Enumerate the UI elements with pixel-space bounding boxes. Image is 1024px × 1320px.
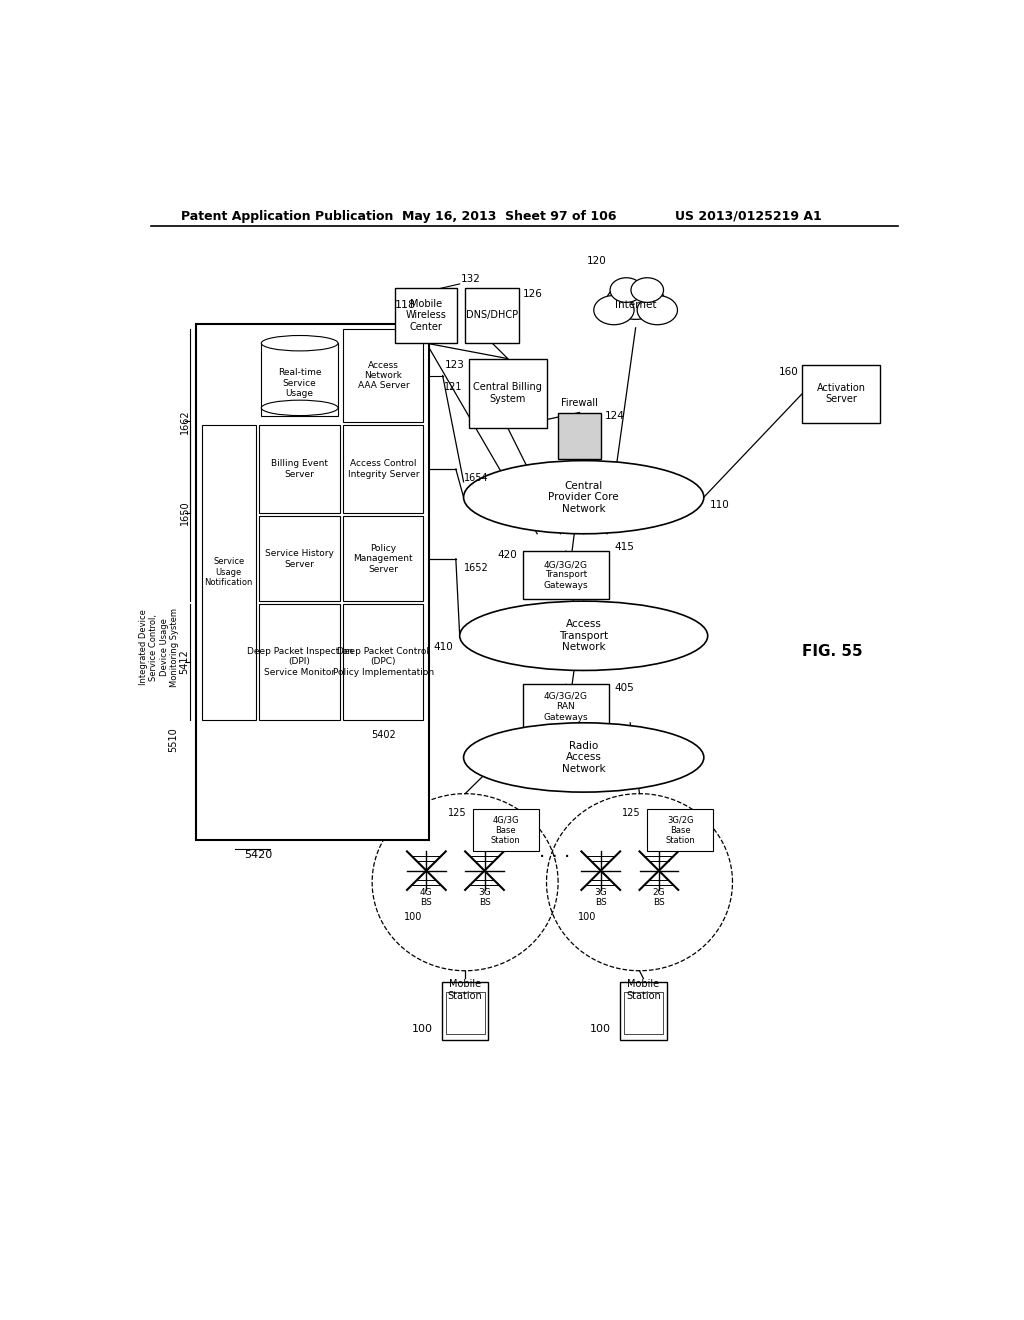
Ellipse shape xyxy=(261,335,338,351)
Text: 405: 405 xyxy=(614,684,635,693)
Text: Integrated Device
Service Control,
Device Usage
Monitoring System: Integrated Device Service Control, Devic… xyxy=(139,607,179,686)
Text: 4G/3G/2G
Transport
Gateways: 4G/3G/2G Transport Gateways xyxy=(544,560,588,590)
Text: 5402: 5402 xyxy=(371,730,395,741)
Text: 110: 110 xyxy=(710,500,730,510)
Bar xyxy=(558,412,601,459)
Text: 2G
BS: 2G BS xyxy=(652,888,666,907)
Text: 4G
BS: 4G BS xyxy=(420,888,433,907)
Text: 1650: 1650 xyxy=(179,500,189,525)
Ellipse shape xyxy=(464,723,703,792)
Ellipse shape xyxy=(637,296,678,325)
Text: 124: 124 xyxy=(604,412,625,421)
Bar xyxy=(442,982,488,1040)
Text: 125: 125 xyxy=(623,808,641,818)
Ellipse shape xyxy=(460,601,708,671)
Text: Mobile
Station: Mobile Station xyxy=(626,979,660,1001)
Bar xyxy=(624,991,663,1034)
Text: 1662: 1662 xyxy=(179,409,189,434)
Text: Central
Provider Core
Network: Central Provider Core Network xyxy=(549,480,620,513)
Text: Service History
Server: Service History Server xyxy=(265,549,334,569)
Bar xyxy=(395,288,458,343)
Text: 1652: 1652 xyxy=(464,564,488,573)
Text: 1654: 1654 xyxy=(464,474,488,483)
Bar xyxy=(259,425,340,513)
Bar xyxy=(473,809,539,851)
Text: Firewall: Firewall xyxy=(561,399,598,408)
Bar xyxy=(469,359,547,428)
Bar xyxy=(202,425,256,719)
Ellipse shape xyxy=(261,400,338,416)
Text: DNS/DHCP: DNS/DHCP xyxy=(466,310,518,321)
Text: Billing Event
Server: Billing Event Server xyxy=(271,459,328,479)
Text: Deep Packet Control
(DPC)
Policy Implementation: Deep Packet Control (DPC) Policy Impleme… xyxy=(333,647,434,677)
Text: . . .: . . . xyxy=(539,842,570,861)
Text: 132: 132 xyxy=(461,273,481,284)
Text: Activation
Server: Activation Server xyxy=(816,383,865,404)
Text: Access Control
Integrity Server: Access Control Integrity Server xyxy=(347,459,419,479)
Bar xyxy=(259,605,340,719)
Bar xyxy=(523,552,608,599)
Text: Mobile
Station: Mobile Station xyxy=(447,979,482,1001)
Ellipse shape xyxy=(594,296,634,325)
Bar xyxy=(802,364,880,422)
Bar xyxy=(647,809,713,851)
Text: 415: 415 xyxy=(614,543,635,552)
Text: 4G/3G/2G
RAN
Gateways: 4G/3G/2G RAN Gateways xyxy=(544,692,588,722)
Text: 420: 420 xyxy=(498,550,517,560)
Text: May 16, 2013  Sheet 97 of 106: May 16, 2013 Sheet 97 of 106 xyxy=(402,210,616,223)
Text: 3G/2G
Base
Station: 3G/2G Base Station xyxy=(666,816,695,845)
Text: Real-time
Service
Usage: Real-time Service Usage xyxy=(278,368,322,399)
Ellipse shape xyxy=(631,277,664,302)
Bar xyxy=(343,425,423,513)
Text: 5420: 5420 xyxy=(244,850,272,861)
Bar xyxy=(261,343,338,416)
Text: 100: 100 xyxy=(579,912,597,921)
Text: 160: 160 xyxy=(778,367,799,378)
Text: 5412: 5412 xyxy=(179,649,189,675)
Text: 121: 121 xyxy=(444,381,463,392)
Text: Patent Application Publication: Patent Application Publication xyxy=(180,210,393,223)
Text: 126: 126 xyxy=(523,289,543,298)
Bar xyxy=(445,991,484,1034)
Ellipse shape xyxy=(464,461,703,533)
Text: 100: 100 xyxy=(590,1023,611,1034)
Text: Central Billing
System: Central Billing System xyxy=(473,383,542,404)
Bar xyxy=(343,516,423,601)
Text: Policy
Management
Server: Policy Management Server xyxy=(353,544,413,574)
Text: Service
Usage
Notification: Service Usage Notification xyxy=(205,557,253,587)
Ellipse shape xyxy=(606,282,665,319)
Text: 3G
BS: 3G BS xyxy=(594,888,607,907)
Text: 123: 123 xyxy=(445,360,465,370)
Bar xyxy=(343,605,423,719)
Bar xyxy=(621,982,667,1040)
Text: Mobile
Wireless
Center: Mobile Wireless Center xyxy=(406,298,446,333)
Text: Access
Transport
Network: Access Transport Network xyxy=(559,619,608,652)
Text: FIG. 55: FIG. 55 xyxy=(802,644,863,659)
Ellipse shape xyxy=(610,277,643,302)
Text: Deep Packet Inspection
(DPI)
Service Monitor: Deep Packet Inspection (DPI) Service Mon… xyxy=(247,647,352,677)
Bar xyxy=(259,516,340,601)
Text: 100: 100 xyxy=(412,1023,433,1034)
Text: Access
Network
AAA Server: Access Network AAA Server xyxy=(357,360,410,391)
Text: 4G/3G
Base
Station: 4G/3G Base Station xyxy=(490,816,520,845)
Text: 125: 125 xyxy=(449,808,467,818)
Text: 120: 120 xyxy=(587,256,607,265)
Text: 118: 118 xyxy=(395,300,416,310)
Bar xyxy=(523,684,608,729)
Text: Radio
Access
Network: Radio Access Network xyxy=(562,741,605,774)
Bar xyxy=(343,330,423,422)
Text: Internet: Internet xyxy=(614,301,656,310)
Text: 410: 410 xyxy=(434,643,454,652)
Text: 3G
BS: 3G BS xyxy=(478,888,490,907)
Text: US 2013/0125219 A1: US 2013/0125219 A1 xyxy=(675,210,821,223)
Bar xyxy=(197,323,429,840)
Text: 100: 100 xyxy=(404,912,422,921)
Bar xyxy=(465,288,519,343)
Text: 5510: 5510 xyxy=(168,727,178,752)
